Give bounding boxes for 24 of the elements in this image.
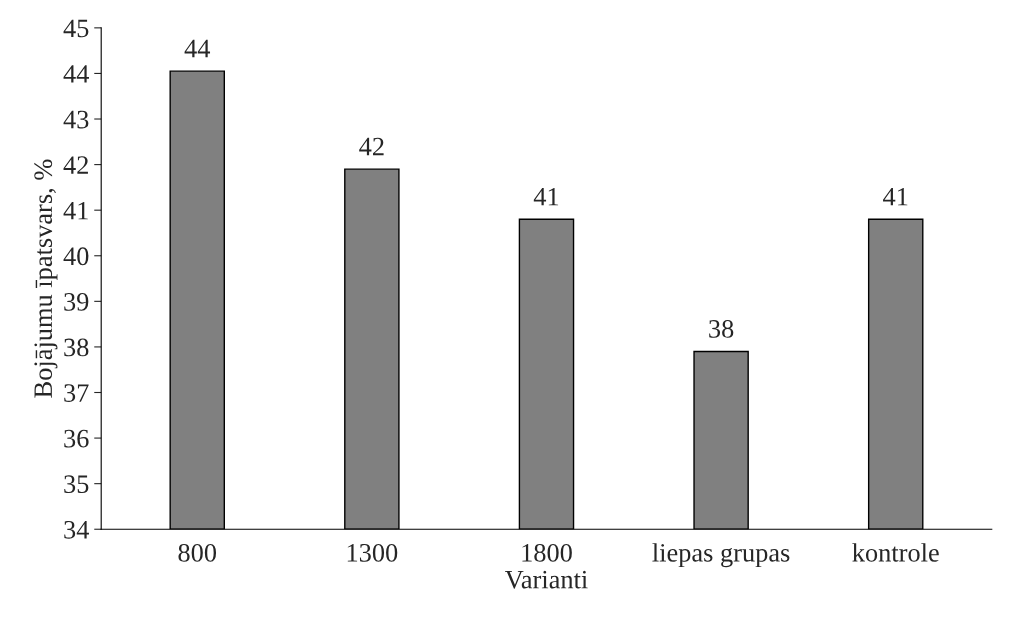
- x-tick-label: kontrole: [852, 543, 939, 562]
- y-tick-label: 45: [63, 19, 89, 38]
- x-tick-label: 1800: [522, 543, 572, 562]
- data-label: 44: [184, 39, 211, 58]
- y-tick-label: 36: [64, 429, 89, 448]
- y-tick-label: 41: [63, 201, 88, 220]
- y-tick-label: 34: [64, 520, 89, 539]
- data-label: 41: [883, 187, 908, 206]
- y-tick-label: 35: [64, 475, 89, 494]
- y-tick-label: 38: [64, 338, 89, 357]
- x-axis-title: Varianti: [505, 570, 588, 589]
- y-axis-title: Bojājumu īpatsvars, %: [34, 159, 58, 398]
- data-label: 38: [709, 319, 734, 338]
- y-tick-label: 37: [64, 384, 89, 402]
- y-tick-label: 42: [63, 156, 88, 174]
- y-tick-label: 44: [63, 65, 89, 83]
- x-tick-label: 1300: [347, 543, 398, 562]
- y-tick-label: 39: [64, 293, 89, 311]
- data-label: 41: [533, 187, 559, 206]
- data-label: 42: [359, 137, 384, 156]
- x-tick-label: liepas grupas: [652, 543, 790, 568]
- x-tick-label: 800: [178, 543, 217, 562]
- y-tick-label: 40: [63, 247, 89, 266]
- y-tick-label: 43: [63, 110, 89, 129]
